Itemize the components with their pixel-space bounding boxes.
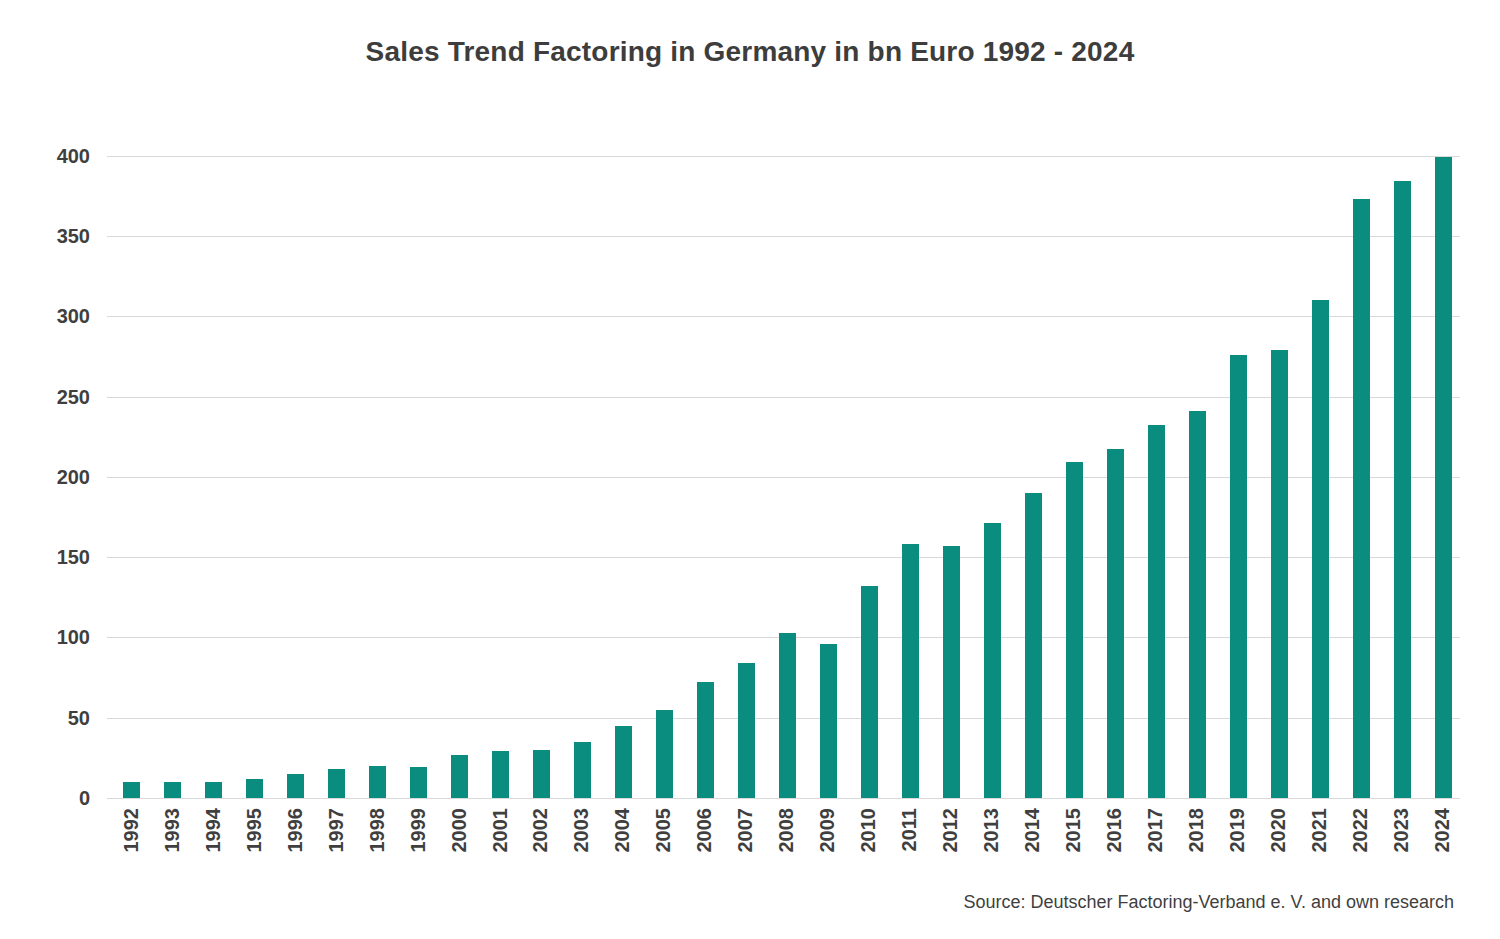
bar-2018 [1189, 411, 1206, 798]
bar-2002 [533, 750, 550, 798]
y-axis-tick-250: 250 [30, 387, 90, 407]
bar-2017 [1148, 425, 1165, 798]
bar-2019 [1230, 355, 1247, 798]
gridline-y-300 [107, 316, 1460, 317]
x-axis-tick-2001: 2001 [489, 808, 512, 853]
bar-2009 [820, 644, 837, 798]
source-note: Source: Deutscher Factoring-Verband e. V… [963, 892, 1454, 913]
x-axis-tick-2022: 2022 [1349, 808, 1372, 853]
bar-2010 [861, 586, 878, 798]
x-axis-tick-1998: 1998 [366, 808, 389, 853]
x-axis-tick-1996: 1996 [284, 808, 307, 853]
x-axis-tick-2002: 2002 [529, 808, 552, 853]
x-axis-tick-2009: 2009 [816, 808, 839, 853]
bar-2023 [1394, 181, 1411, 798]
bar-2007 [738, 663, 755, 798]
x-axis-tick-2013: 2013 [980, 808, 1003, 853]
x-axis-tick-2018: 2018 [1185, 808, 1208, 853]
chart-canvas: Sales Trend Factoring in Germany in bn E… [0, 0, 1500, 939]
bar-2001 [492, 751, 509, 798]
gridline-y-150 [107, 557, 1460, 558]
bar-1995 [246, 779, 263, 798]
bar-1998 [369, 766, 386, 798]
gridline-y-350 [107, 236, 1460, 237]
x-axis-tick-2005: 2005 [652, 808, 675, 853]
gridline-y-250 [107, 397, 1460, 398]
bar-2005 [656, 710, 673, 798]
x-axis-tick-2004: 2004 [611, 808, 634, 853]
gridline-y-200 [107, 477, 1460, 478]
bar-1996 [287, 774, 304, 798]
bar-2014 [1025, 493, 1042, 798]
bar-2013 [984, 523, 1001, 798]
y-axis-tick-0: 0 [30, 788, 90, 808]
bar-2022 [1353, 199, 1370, 798]
chart-title: Sales Trend Factoring in Germany in bn E… [0, 36, 1500, 68]
bar-2020 [1271, 350, 1288, 798]
bar-2012 [943, 546, 960, 798]
x-axis-tick-2020: 2020 [1267, 808, 1290, 853]
x-axis-tick-1993: 1993 [161, 808, 184, 853]
x-axis-tick-2003: 2003 [570, 808, 593, 853]
y-axis-tick-200: 200 [30, 467, 90, 487]
x-axis-tick-2016: 2016 [1103, 808, 1126, 853]
bar-2000 [451, 755, 468, 798]
y-axis-tick-100: 100 [30, 627, 90, 647]
x-axis-tick-1999: 1999 [407, 808, 430, 853]
bar-1997 [328, 769, 345, 798]
y-axis-tick-400: 400 [30, 146, 90, 166]
bar-2011 [902, 544, 919, 798]
bar-2003 [574, 742, 591, 798]
bar-1993 [164, 782, 181, 798]
y-axis-tick-150: 150 [30, 547, 90, 567]
y-axis-tick-350: 350 [30, 226, 90, 246]
x-axis-tick-2023: 2023 [1390, 808, 1413, 853]
x-axis-tick-2011: 2011 [898, 808, 921, 851]
gridline-y-400 [107, 156, 1460, 157]
bar-1994 [205, 782, 222, 798]
x-axis-tick-2006: 2006 [693, 808, 716, 853]
x-axis-tick-2024: 2024 [1431, 808, 1454, 853]
x-axis-tick-2008: 2008 [775, 808, 798, 853]
x-axis-tick-2000: 2000 [448, 808, 471, 853]
y-axis-tick-50: 50 [30, 708, 90, 728]
bar-2015 [1066, 462, 1083, 798]
x-axis-tick-2015: 2015 [1062, 808, 1085, 853]
x-axis-tick-1994: 1994 [202, 808, 225, 853]
bar-2024 [1435, 157, 1452, 798]
x-axis-tick-2014: 2014 [1021, 808, 1044, 853]
x-axis-tick-2012: 2012 [939, 808, 962, 853]
x-axis-tick-2007: 2007 [734, 808, 757, 853]
x-axis-tick-2010: 2010 [857, 808, 880, 853]
gridline-y-0 [107, 798, 1460, 799]
bar-2016 [1107, 449, 1124, 798]
x-axis-tick-2019: 2019 [1226, 808, 1249, 853]
bar-2008 [779, 633, 796, 798]
y-axis-tick-300: 300 [30, 306, 90, 326]
x-axis-tick-1997: 1997 [325, 808, 348, 853]
bar-1999 [410, 767, 427, 798]
x-axis-tick-1995: 1995 [243, 808, 266, 853]
x-axis-tick-1992: 1992 [120, 808, 143, 853]
bar-2004 [615, 726, 632, 798]
bar-2021 [1312, 300, 1329, 798]
x-axis-tick-2021: 2021 [1308, 808, 1331, 853]
x-axis-tick-2017: 2017 [1144, 808, 1167, 853]
bar-2006 [697, 682, 714, 798]
bar-1992 [123, 782, 140, 798]
